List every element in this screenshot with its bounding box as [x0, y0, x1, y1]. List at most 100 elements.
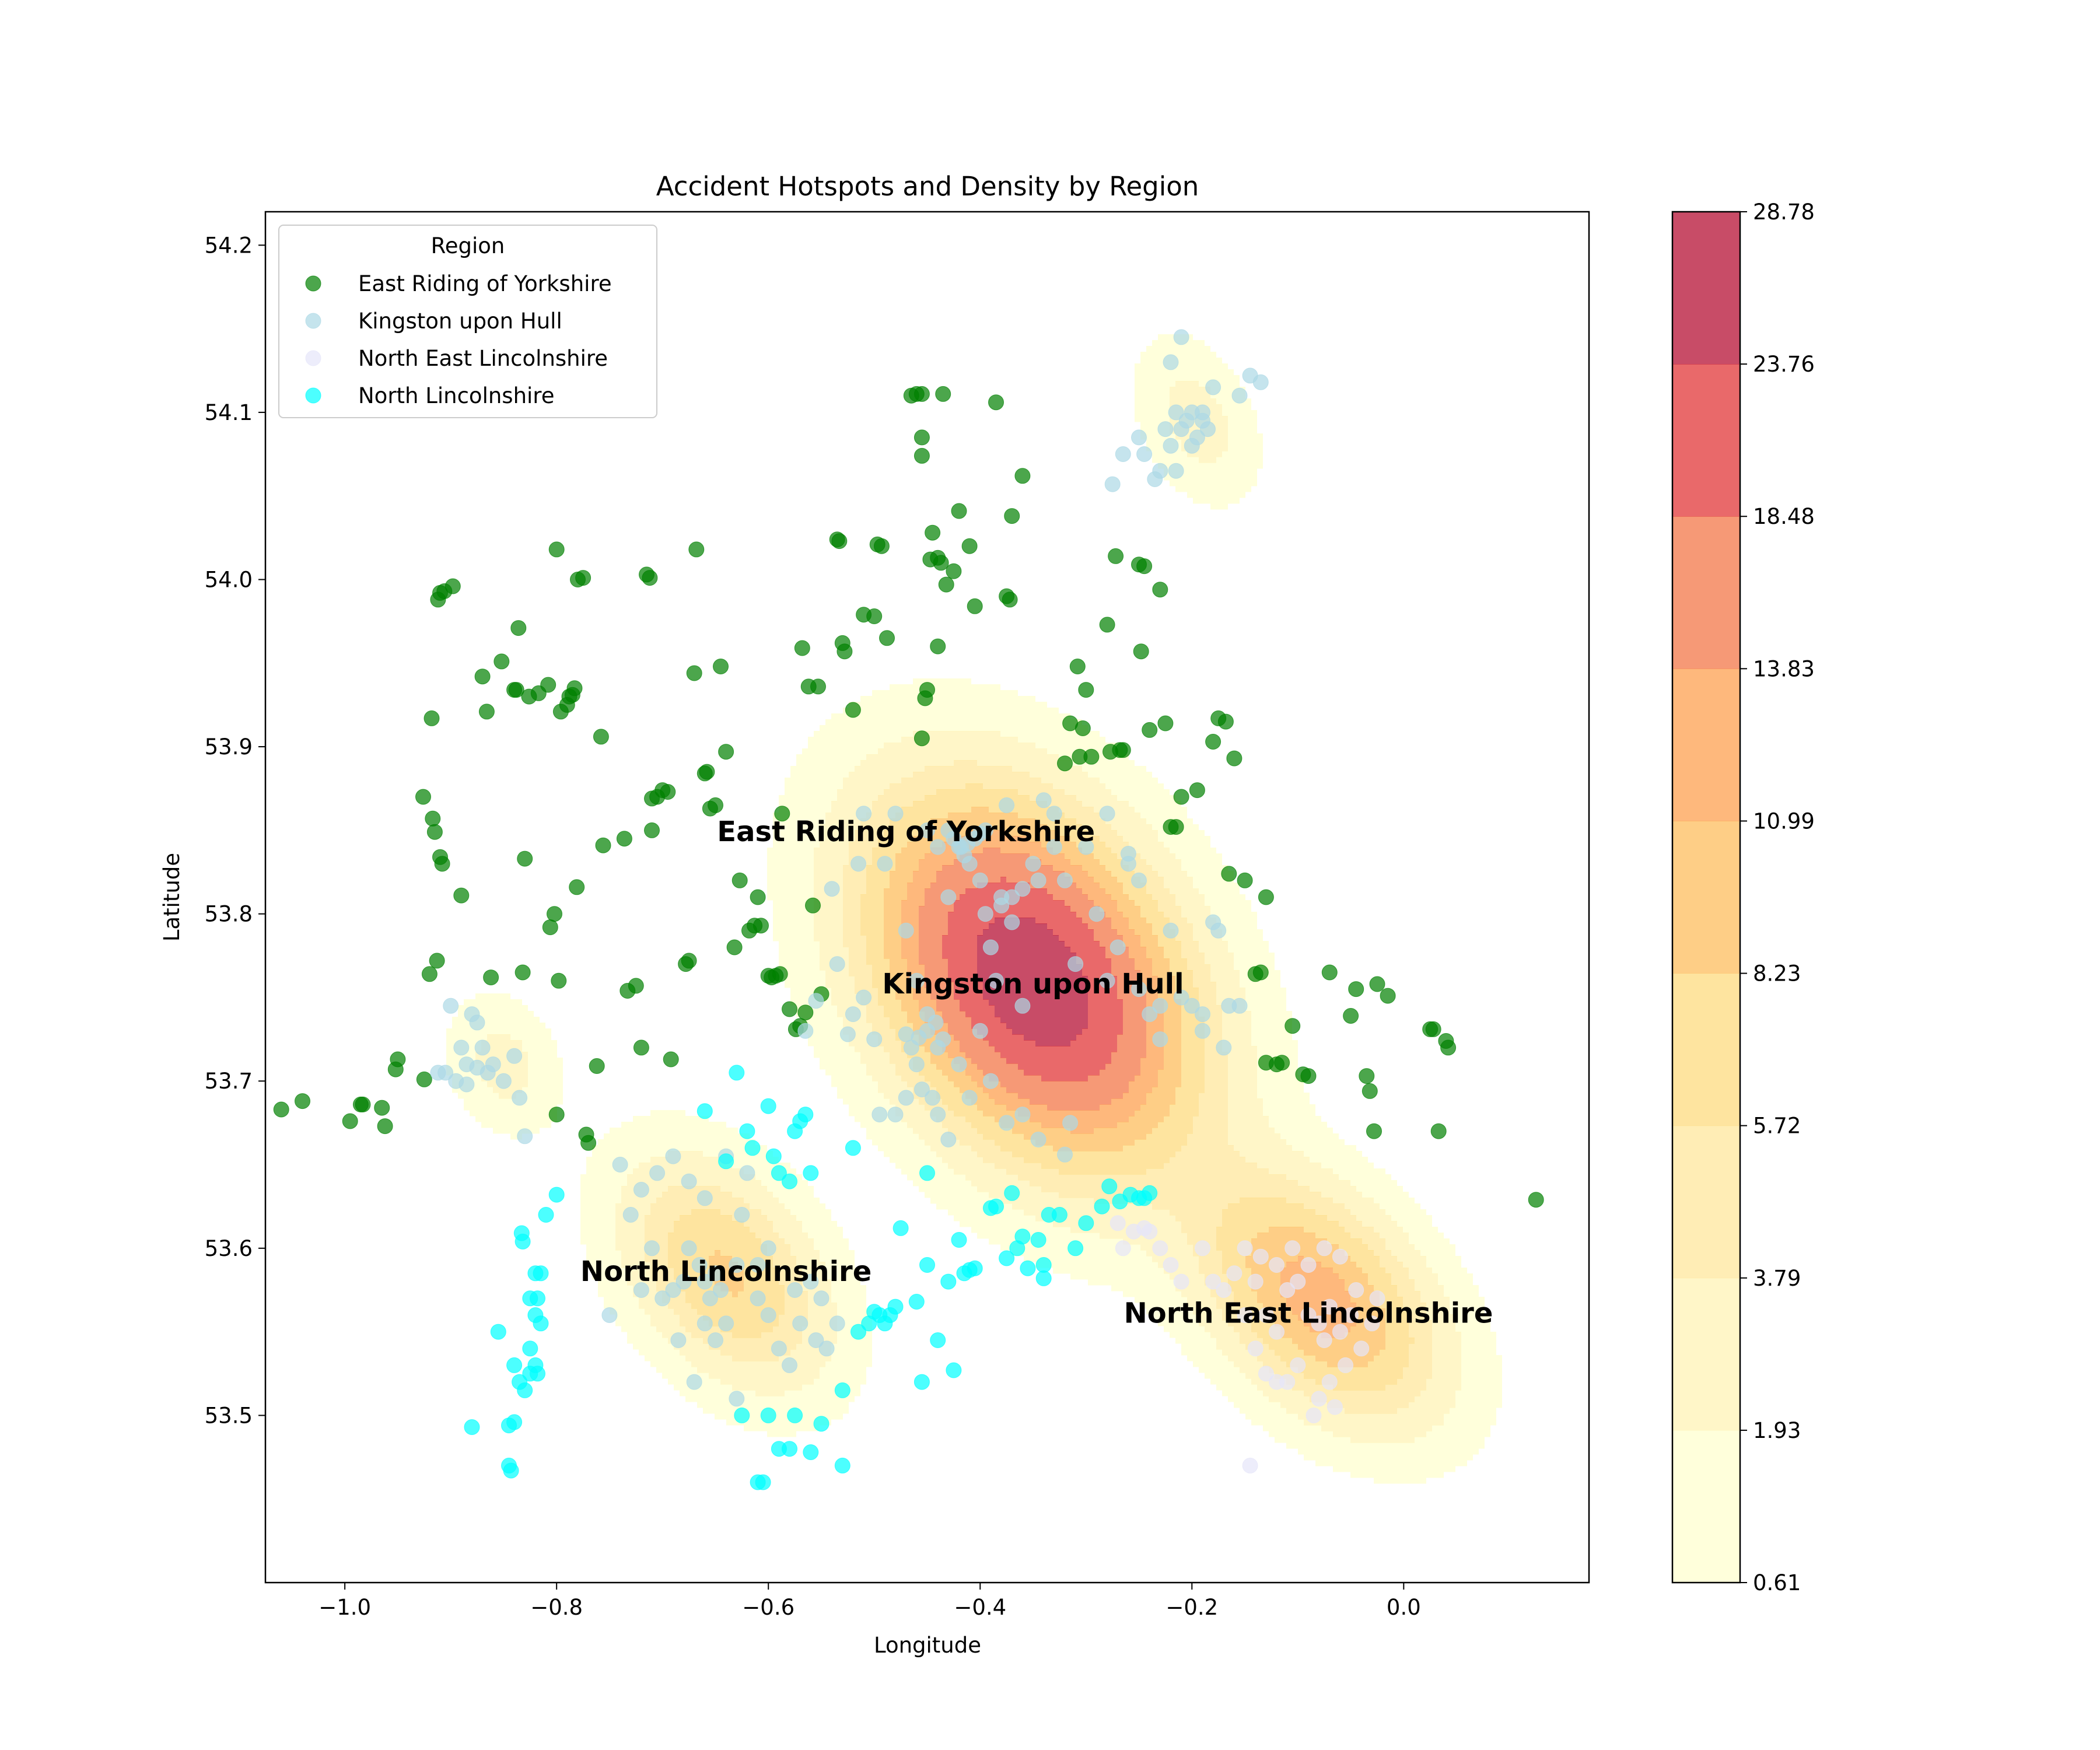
scatter-point: [771, 1340, 787, 1357]
scatter-point: [856, 989, 872, 1006]
series-north-east-lincolnshire: [1110, 1215, 1385, 1474]
scatter-point: [1035, 1270, 1052, 1286]
scatter-point: [1157, 715, 1174, 732]
x-tick-label: −0.2: [1166, 1595, 1218, 1620]
scatter-point: [696, 1103, 713, 1119]
scatter-point: [494, 653, 510, 670]
scatter-point: [1316, 1240, 1332, 1256]
scatter-point: [1157, 421, 1174, 438]
scatter-point: [999, 1115, 1015, 1131]
scatter-point: [829, 956, 845, 972]
scatter-point: [772, 966, 788, 982]
scatter-point: [1300, 1068, 1317, 1084]
scatter-point: [977, 906, 993, 922]
scatter-point: [644, 822, 660, 838]
scatter-point: [633, 1182, 649, 1198]
scatter-point: [1115, 742, 1131, 758]
scatter-point: [1163, 354, 1179, 370]
scatter-point: [1088, 906, 1105, 922]
scatter-point: [1051, 1207, 1068, 1223]
x-axis-ticks: −1.0 −0.8 −0.6 −0.4 −0.2 0.0: [318, 1583, 1421, 1620]
annotation-kingston-upon-hull: Kingston upon Hull: [882, 968, 1184, 1000]
scatter-point: [1231, 998, 1248, 1014]
x-tick-label: −0.8: [530, 1595, 583, 1620]
scatter-point: [676, 1273, 692, 1290]
colorbar-band: [1672, 364, 1740, 517]
scatter-point: [1359, 1068, 1375, 1084]
scatter-point: [514, 964, 531, 981]
annotation-east-riding-of-yorkshire: East Riding of Yorkshire: [717, 816, 1095, 848]
scatter-point: [839, 1026, 856, 1042]
scatter-point: [1030, 1232, 1046, 1248]
scatter-point: [1348, 981, 1364, 998]
density-band-2: [645, 760, 1432, 1414]
scatter-point: [485, 1056, 501, 1073]
scatter-point: [866, 608, 883, 624]
scatter-point: [1189, 782, 1205, 799]
scatter-point: [1152, 1240, 1168, 1256]
scatter-point: [538, 1207, 554, 1223]
colorbar-tick-label: 23.76: [1753, 352, 1815, 377]
scatter-point: [753, 918, 769, 934]
scatter-point: [818, 1340, 835, 1357]
scatter-point: [718, 1315, 734, 1332]
scatter-point: [430, 1065, 446, 1081]
scatter-point: [1332, 1324, 1348, 1340]
scatter-point: [1258, 889, 1274, 905]
scatter-point: [967, 1260, 983, 1276]
scatter-point: [1300, 1307, 1317, 1323]
scatter-point: [803, 1444, 819, 1460]
scatter-point: [774, 806, 790, 822]
scatter-point: [642, 570, 658, 586]
colorbar-tick-label: 13.83: [1753, 656, 1815, 681]
scatter-point: [940, 889, 957, 905]
scatter-point: [377, 1118, 393, 1135]
scatter-point: [1195, 404, 1210, 421]
legend-label: North East Lincolnshire: [358, 346, 608, 371]
scatter-point: [1004, 914, 1020, 930]
scatter-point: [1025, 856, 1041, 872]
x-axis-label: Longitude: [874, 1633, 981, 1658]
scatter-point: [533, 1315, 549, 1332]
scatter-point: [548, 1186, 565, 1203]
scatter-point: [495, 1073, 512, 1089]
scatter-point: [506, 1048, 523, 1064]
scatter-point: [444, 578, 461, 594]
scatter-point: [919, 1257, 935, 1273]
scatter-point: [1120, 856, 1136, 872]
scatter-point: [930, 638, 946, 654]
legend-title: Region: [431, 233, 505, 258]
scatter-point: [850, 856, 866, 872]
scatter-point: [1062, 1115, 1079, 1131]
scatter-point: [1380, 988, 1396, 1004]
colorbar-tick-label: 5.72: [1753, 1114, 1801, 1139]
scatter-point: [1430, 1123, 1447, 1139]
scatter-point: [713, 659, 729, 674]
scatter-point: [1168, 404, 1184, 421]
scatter-point: [988, 394, 1004, 411]
scatter-point: [829, 1315, 845, 1332]
scatter-point: [834, 1382, 850, 1398]
colorbar-frame: [1671, 211, 1741, 1584]
scatter-point: [898, 922, 914, 939]
scatter-point: [803, 1165, 819, 1181]
scatter-point: [908, 972, 925, 989]
scatter-point: [633, 1040, 649, 1056]
y-tick-label: 53.6: [205, 1236, 253, 1261]
scatter-point: [951, 503, 967, 519]
scatter-point: [951, 1056, 967, 1073]
scatter-point: [622, 1207, 639, 1223]
scatter-point: [739, 1165, 755, 1181]
scatter-point: [633, 1282, 649, 1298]
scatter-point: [951, 1232, 967, 1248]
legend-entry-east-riding-of-yorkshire: East Riding of Yorkshire: [305, 271, 612, 296]
scatter-point: [1142, 722, 1158, 738]
scatter-point: [1101, 1178, 1118, 1195]
scatter-point: [879, 630, 895, 646]
scatter-point: [794, 640, 810, 656]
scatter-point: [993, 897, 1010, 914]
scatter-point: [1173, 421, 1189, 438]
scatter-point: [908, 1294, 925, 1310]
x-tick-label: 0.0: [1387, 1595, 1421, 1620]
scatter-point: [928, 1014, 944, 1031]
